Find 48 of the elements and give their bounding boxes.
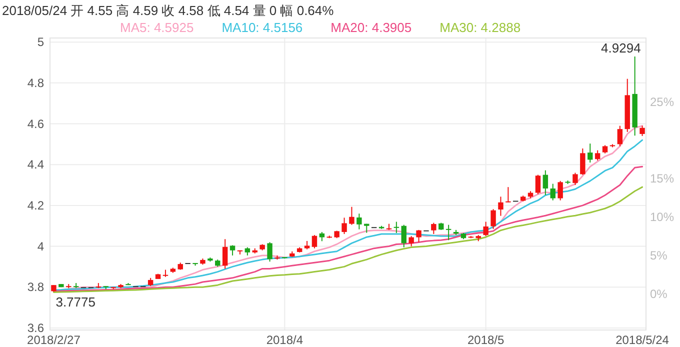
ytick: 4 (37, 239, 44, 254)
candlestick (550, 183, 556, 201)
xtick: 2018/4 (266, 333, 304, 347)
xtick: 2018/5/24 (616, 333, 669, 347)
annotation: 4.9294 (601, 40, 641, 56)
candlestick (416, 229, 422, 243)
candlestick (222, 238, 228, 270)
candlestick (490, 208, 496, 230)
y2tick: 10% (650, 210, 674, 224)
candlestick (342, 217, 347, 235)
xtick: 2018/2/27 (27, 333, 80, 347)
xtick: 2018/5 (467, 333, 504, 347)
legend: MA5: 4.5925 MA10: 4.5156 MA20: 4.3905 MA30: 4.2888 (120, 20, 521, 35)
candlestick (356, 213, 362, 230)
candlestick (349, 206, 354, 226)
candlestick (558, 180, 563, 201)
ytick: 4.6 (27, 116, 44, 131)
annotation: 3.7775 (56, 294, 96, 310)
y2tick: 15% (650, 172, 674, 186)
y2tick: 25% (650, 94, 674, 109)
candlestick (446, 224, 452, 241)
ytick: 4.2 (27, 198, 44, 212)
title: 2018/05/24 开 4.55 高 4.59 收 4.58 低 4.54 量 0 幅 0.64% (2, 3, 334, 18)
candlestick (394, 221, 400, 234)
candlestick (483, 221, 488, 237)
candlestick (535, 174, 541, 195)
candlestick (267, 242, 272, 262)
y2tick: 5% (650, 248, 668, 262)
candlestick (506, 186, 511, 203)
ytick: 5 (37, 35, 44, 50)
candlestick (588, 143, 593, 164)
ytick: 4.4 (27, 158, 44, 172)
y2tick: 0% (650, 286, 668, 301)
candlestick (319, 231, 325, 242)
candlestick (312, 234, 318, 249)
ytick: 3.8 (27, 280, 44, 294)
ytick: 4.8 (27, 76, 44, 90)
candlestick (617, 125, 623, 147)
candlestick (408, 236, 414, 247)
candlestick (594, 150, 600, 162)
candlestick (401, 224, 406, 248)
candlestick (542, 170, 548, 196)
candlestick (572, 172, 578, 186)
candlestick (498, 196, 504, 216)
candlestick (431, 222, 436, 235)
candlestick (640, 125, 645, 137)
candlestick (580, 148, 586, 176)
ytick: 3.6 (27, 320, 44, 335)
